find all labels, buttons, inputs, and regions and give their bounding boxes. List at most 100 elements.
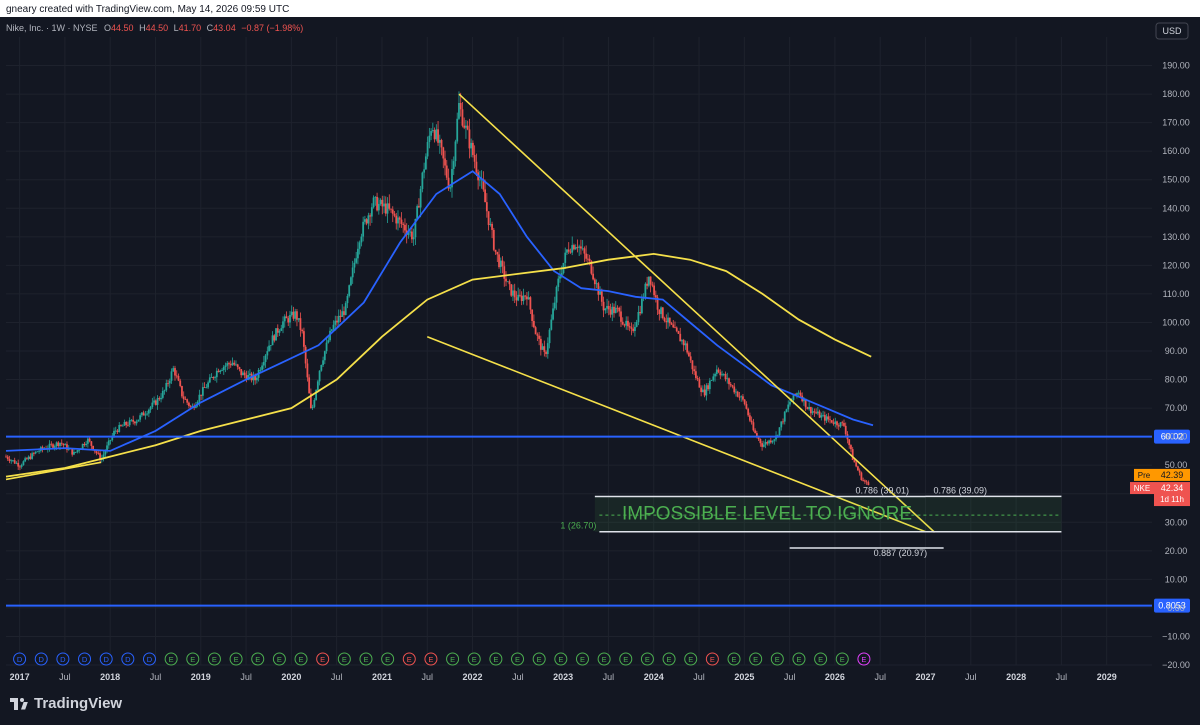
candle-body <box>252 375 255 381</box>
earnings-marker <box>792 652 806 666</box>
event-marker-label: E <box>580 655 585 664</box>
candle-body <box>618 307 621 312</box>
candle-body <box>647 276 650 286</box>
event-marker-label: E <box>299 655 304 664</box>
x-tick-label: Jul <box>965 672 977 682</box>
candle-body <box>113 430 115 436</box>
candle-body <box>536 334 539 336</box>
candle-body <box>851 449 854 460</box>
y-tick-label: 190.00 <box>1162 61 1190 71</box>
candle-body <box>156 398 159 405</box>
price-tags: Pre 42.39 NKE 42.34 1d 11h <box>1130 468 1190 507</box>
candle-body <box>86 438 89 444</box>
x-tick-label: 2028 <box>1006 672 1026 682</box>
fib-label: 0.887 (20.97) <box>874 548 928 558</box>
candle-body <box>782 421 784 423</box>
candle-body <box>604 308 607 311</box>
fib-levels: 0.786 (39.01) 0.786 (39.09) 1 (26.70) 0.887… <box>560 485 1062 558</box>
candle-body <box>844 425 847 435</box>
price-chart[interactable]: 60.02 0.8053 0.786 (39.01) 0.786 (39.09) 1 … <box>0 17 1200 685</box>
candle-body <box>827 416 830 420</box>
candle-body <box>249 373 251 375</box>
candle-body <box>268 345 270 352</box>
candle-body <box>384 203 387 214</box>
chart-panel[interactable]: 60.02 0.8053 0.786 (39.01) 0.786 (39.09) 1 … <box>0 17 1200 685</box>
candle-body <box>557 278 560 287</box>
candle-body <box>177 375 180 381</box>
candle-body <box>205 387 208 389</box>
event-marker-label: D <box>147 655 153 664</box>
candle-body <box>449 187 452 189</box>
candle-body <box>688 352 690 357</box>
candle-body <box>229 364 232 366</box>
candle-body <box>71 449 74 455</box>
candle-body <box>433 130 436 140</box>
candle-body <box>271 335 274 346</box>
fib-zone <box>594 496 1062 532</box>
candle-body <box>29 456 32 459</box>
candle-body <box>10 460 13 462</box>
nke-tag-bg <box>1154 482 1190 507</box>
earnings-marker <box>619 652 633 666</box>
candle-body <box>731 385 734 387</box>
candle-body <box>599 291 601 295</box>
tradingview-logo[interactable]: TradingView <box>10 695 122 712</box>
candle-body <box>417 206 420 208</box>
candle-body <box>323 351 326 361</box>
dividend-marker <box>78 652 92 666</box>
earnings-marker <box>532 652 546 666</box>
candle-body <box>111 435 114 441</box>
candle-body <box>710 380 713 382</box>
candle-body <box>132 419 135 422</box>
candle-body <box>789 402 791 405</box>
earnings-marker <box>446 652 460 666</box>
candle-body <box>322 360 324 365</box>
candle-body <box>569 251 572 253</box>
event-marker-label: D <box>39 655 45 664</box>
candle-body <box>440 140 443 148</box>
earnings-marker <box>424 652 438 666</box>
legend-change: −0.87 (−1.98%) <box>241 23 303 33</box>
event-marker-label: E <box>385 655 390 664</box>
candle-body <box>738 396 741 398</box>
candle-body <box>398 217 401 220</box>
candle-body <box>515 297 518 301</box>
y-tick-label: 10.00 <box>1165 574 1188 584</box>
event-marker-label: E <box>796 655 801 664</box>
candle-body <box>34 451 37 454</box>
candle-body <box>783 411 786 422</box>
candle-body <box>658 309 661 315</box>
price-axis[interactable]: 190.00 180.00 170.00 160.00 150.00 140.00 130.… <box>1162 61 1190 670</box>
candle-body <box>766 442 769 444</box>
candle-body <box>672 324 675 328</box>
candle-body <box>19 466 21 468</box>
candle-body <box>367 215 370 224</box>
candle-body <box>646 283 649 286</box>
candle-body <box>144 414 147 416</box>
candle-body <box>221 370 223 371</box>
y-tick-label: 30.00 <box>1165 517 1188 527</box>
time-axis[interactable]: 2017 Jul 2018 Jul 2019 Jul 2020 Jul 2021 Jul 2022 J… <box>10 672 1117 682</box>
candle-body <box>12 460 14 462</box>
candle-body <box>142 412 145 416</box>
currency-button[interactable]: USD <box>1155 22 1189 40</box>
y-tick-label: 70.00 <box>1165 403 1188 413</box>
candle-body <box>785 409 788 412</box>
candle-body <box>832 422 835 424</box>
candle-body <box>602 301 605 311</box>
candle-body <box>228 363 230 365</box>
candle-body <box>580 246 582 249</box>
candle-body <box>595 283 598 285</box>
candle-body <box>278 330 281 333</box>
candle-body <box>5 456 7 458</box>
candle-body <box>444 158 446 166</box>
event-marker-label: E <box>818 655 823 664</box>
candle-body <box>437 129 439 143</box>
candle-body <box>747 408 750 416</box>
candle-body <box>722 373 725 375</box>
candle-body <box>498 254 500 268</box>
candle-body <box>404 224 406 231</box>
y-tick-label: 50.00 <box>1165 460 1188 470</box>
event-marker-label: D <box>125 655 131 664</box>
